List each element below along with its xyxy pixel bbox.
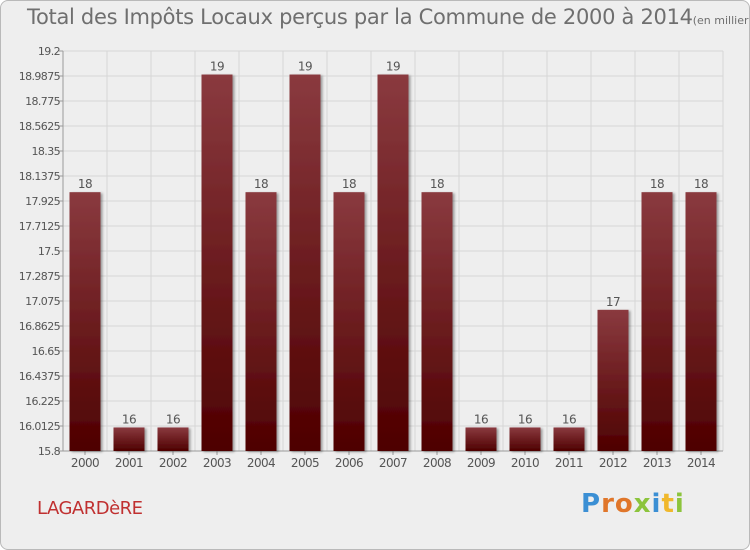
logo-letter: r bbox=[601, 489, 615, 519]
data-label: 18 bbox=[650, 177, 664, 191]
x-tick-label: 2012 bbox=[599, 456, 627, 470]
bar bbox=[377, 74, 409, 451]
y-tick-labels: 15.8 16.0125 16.225 16.4375 16.65 16.8625 17.0… bbox=[19, 45, 61, 458]
bar bbox=[157, 427, 189, 451]
y-tick-label: 17.075 bbox=[25, 295, 60, 308]
chart-title-unit: (en milliers d'€) bbox=[692, 14, 749, 27]
x-tick-label: 2006 bbox=[335, 456, 363, 470]
commune-name: LAGARDèRE bbox=[37, 498, 143, 519]
y-tick-label: 15.8 bbox=[38, 445, 61, 458]
data-label: 16 bbox=[166, 412, 180, 426]
y-tick-label: 18.5625 bbox=[19, 120, 61, 133]
logo-letter: t bbox=[661, 489, 675, 519]
logo-letter: o bbox=[614, 489, 634, 519]
x-tick-label: 2013 bbox=[643, 456, 671, 470]
data-label: 16 bbox=[122, 412, 136, 426]
bar bbox=[553, 427, 585, 451]
x-tick-labels: 2000 2001 2002 2003 2004 2005 2006 2007 2008 2009… bbox=[71, 456, 716, 470]
data-label: 19 bbox=[386, 60, 400, 74]
y-tick-label: 16.8625 bbox=[19, 320, 61, 333]
x-tick-label: 2005 bbox=[291, 456, 319, 470]
y-tick-label: 17.2875 bbox=[19, 270, 61, 283]
x-tick-label: 2007 bbox=[379, 456, 407, 470]
y-tick-label: 18.775 bbox=[25, 95, 60, 108]
x-tick-label: 2002 bbox=[159, 456, 187, 470]
bars bbox=[69, 74, 717, 452]
data-label: 18 bbox=[342, 177, 356, 191]
bar bbox=[333, 192, 365, 452]
logo-letter: x bbox=[633, 489, 652, 519]
y-tick-label: 17.925 bbox=[25, 195, 60, 208]
logo-letter: i bbox=[651, 489, 662, 519]
x-tick-label: 2001 bbox=[115, 456, 143, 470]
data-label: 16 bbox=[562, 412, 576, 426]
data-label: 19 bbox=[210, 60, 224, 74]
x-tick-label: 2009 bbox=[467, 456, 495, 470]
bar bbox=[509, 427, 541, 451]
data-label: 16 bbox=[518, 412, 532, 426]
data-labels: 18 16 16 19 18 19 18 19 18 16 16 16 17 18 18 bbox=[78, 60, 709, 427]
bar bbox=[685, 192, 717, 452]
chart-title: Total des Impôts Locaux perçus par la Co… bbox=[27, 5, 749, 29]
chart-title-main: Total des Impôts Locaux perçus par la Co… bbox=[27, 5, 693, 29]
x-tick-label: 2003 bbox=[203, 456, 231, 470]
y-tick-label: 17.5 bbox=[38, 245, 61, 258]
proxiti-logo: Proxiti bbox=[581, 489, 685, 519]
logo-letter: P bbox=[581, 489, 602, 519]
logo-letter: i bbox=[674, 489, 685, 519]
x-tick-label: 2004 bbox=[247, 456, 275, 470]
bar bbox=[201, 74, 233, 451]
y-tick-label: 17.7125 bbox=[19, 220, 61, 233]
y-tick-label: 16.225 bbox=[25, 395, 60, 408]
data-label: 18 bbox=[694, 177, 708, 191]
data-label: 16 bbox=[474, 412, 488, 426]
bar bbox=[421, 192, 453, 452]
y-tick-label: 18.35 bbox=[32, 145, 61, 158]
x-tick-label: 2008 bbox=[423, 456, 451, 470]
bar bbox=[245, 192, 277, 452]
bar bbox=[465, 427, 497, 451]
x-tick-label: 2014 bbox=[687, 456, 715, 470]
data-label: 18 bbox=[78, 177, 92, 191]
bar bbox=[641, 192, 673, 452]
x-tick-label: 2011 bbox=[555, 456, 583, 470]
y-tick-label: 16.0125 bbox=[19, 420, 61, 433]
y-tick-label: 19.2 bbox=[38, 45, 60, 58]
y-tick-label: 18.9875 bbox=[19, 70, 61, 83]
bar bbox=[113, 427, 145, 451]
data-label: 18 bbox=[430, 177, 444, 191]
y-tick-label: 18.1375 bbox=[19, 170, 61, 183]
y-tick-label: 16.4375 bbox=[19, 370, 61, 383]
bar bbox=[69, 192, 101, 452]
x-tick-label: 2010 bbox=[511, 456, 539, 470]
data-label: 18 bbox=[254, 177, 268, 191]
bar bbox=[597, 309, 629, 451]
bar bbox=[289, 74, 321, 451]
data-label: 19 bbox=[298, 60, 312, 74]
x-tick-label: 2000 bbox=[71, 456, 99, 470]
data-label: 17 bbox=[606, 295, 620, 309]
y-tick-label: 16.65 bbox=[32, 345, 61, 358]
